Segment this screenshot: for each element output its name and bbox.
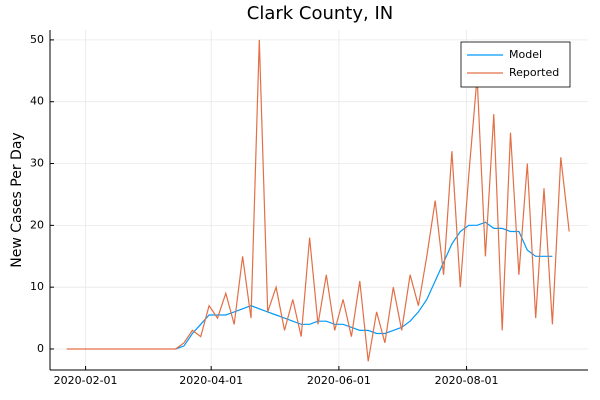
legend-box [460,41,571,88]
x-tick-label: 2020-04-01 [179,374,243,387]
y-tick-label: 40 [30,95,44,108]
y-tick-label: 50 [30,33,44,46]
legend-label: Reported [509,66,559,79]
legend-label: Model [509,48,542,61]
y-tick-label: 10 [30,280,44,293]
x-tick-label: 2020-08-01 [435,374,499,387]
x-tick-label: 2020-06-01 [307,374,371,387]
data-line [66,39,570,362]
y-tick-label: 0 [37,342,44,355]
y-axis-label: New Cases Per Day [9,132,25,267]
legend: Model Reported [460,41,571,88]
y-tick-label: 20 [30,218,44,231]
y-tick-label: 30 [30,157,44,170]
x-tick-label: 2020-02-01 [54,374,118,387]
data-line [175,221,553,350]
chart-title: Clark County, IN [247,3,393,24]
